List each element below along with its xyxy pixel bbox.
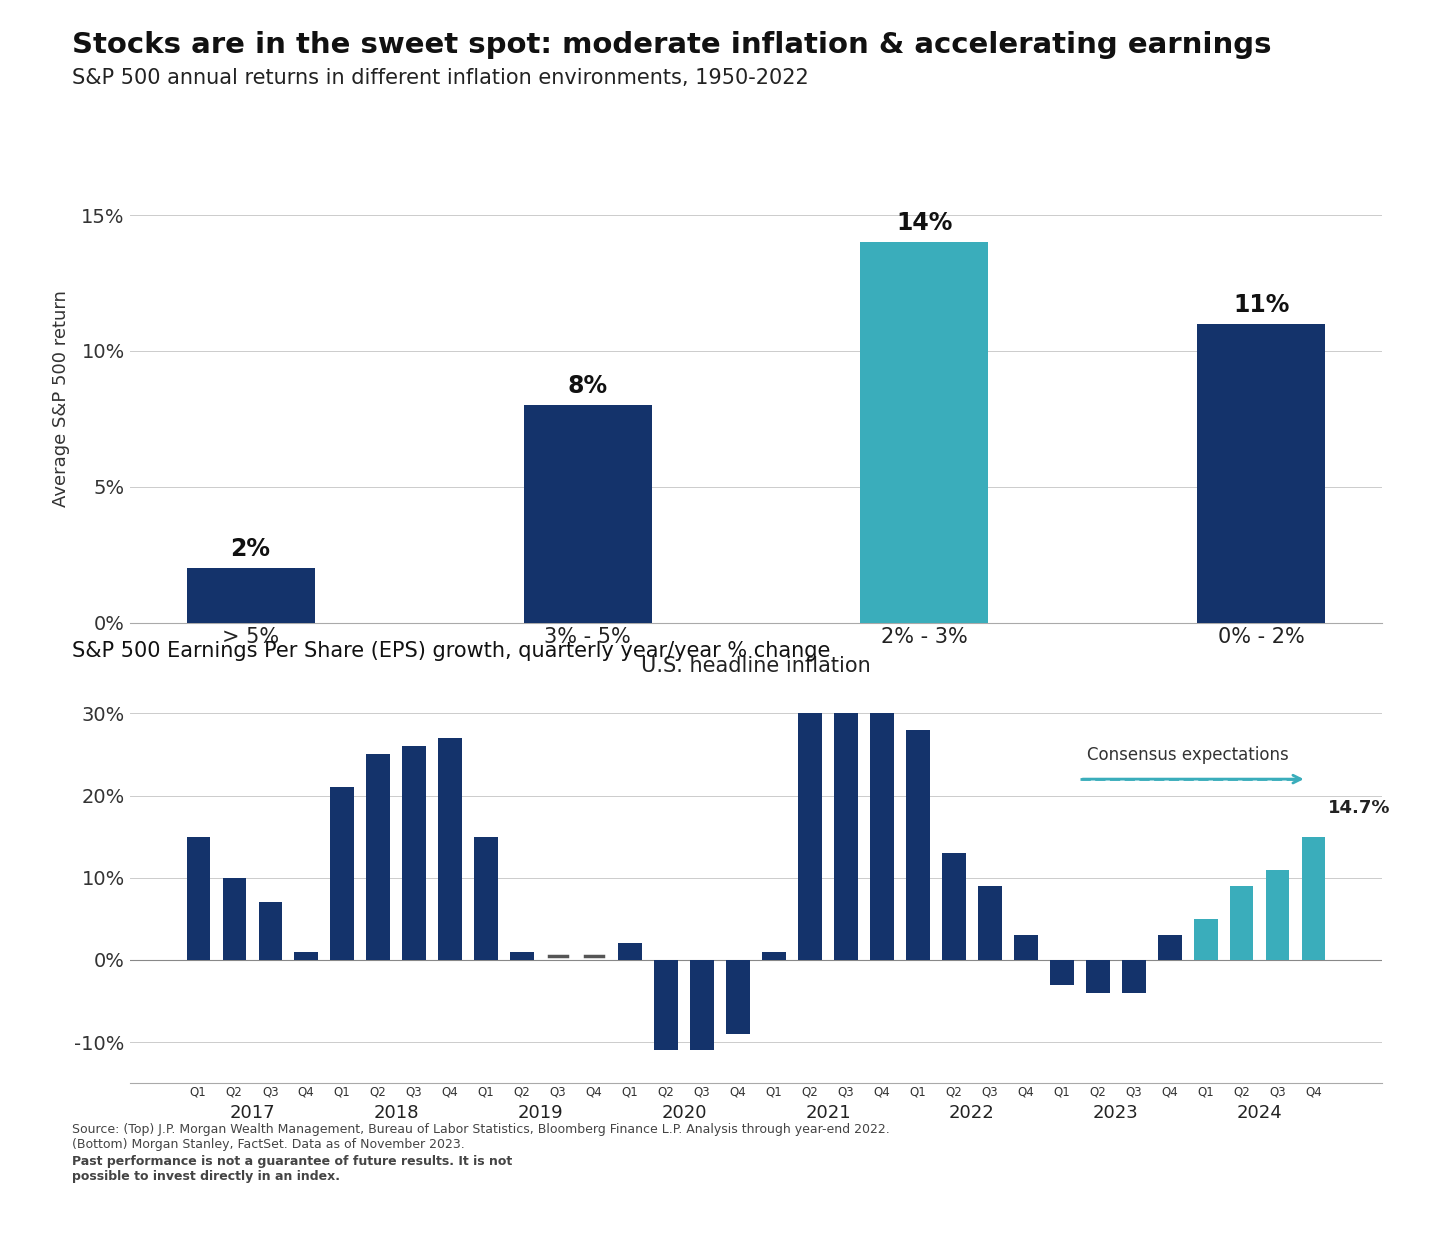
- Text: Consensus expectations: Consensus expectations: [1087, 746, 1289, 764]
- Bar: [942, 853, 966, 960]
- Y-axis label: Average S&P 500 return: Average S&P 500 return: [52, 290, 71, 507]
- Text: Source: (Top) J.P. Morgan Wealth Management, Bureau of Labor Statistics, Bloombe: Source: (Top) J.P. Morgan Wealth Managem…: [72, 1123, 890, 1150]
- Bar: [1050, 960, 1074, 985]
- Text: 2020: 2020: [661, 1103, 707, 1122]
- Text: 14%: 14%: [896, 212, 953, 235]
- Bar: [1230, 886, 1253, 960]
- Bar: [402, 746, 426, 960]
- Text: 2018: 2018: [373, 1103, 419, 1122]
- Bar: [223, 878, 246, 960]
- Text: Past performance is not a guarantee of future results. It is not
possible to inv: Past performance is not a guarantee of f…: [72, 1155, 513, 1183]
- Text: Stocks are in the sweet spot: moderate inflation & accelerating earnings: Stocks are in the sweet spot: moderate i…: [72, 31, 1272, 59]
- Bar: [654, 960, 678, 1051]
- Bar: [1302, 837, 1325, 960]
- Bar: [618, 944, 642, 960]
- Bar: [1086, 960, 1110, 992]
- Text: S&P 500 annual returns in different inflation environments, 1950-2022: S&P 500 annual returns in different infl…: [72, 68, 809, 88]
- Text: 2024: 2024: [1237, 1103, 1283, 1122]
- Bar: [187, 837, 210, 960]
- Bar: [1122, 960, 1146, 992]
- Text: S&P 500 Earnings Per Share (EPS) growth, quarterly year/year % change: S&P 500 Earnings Per Share (EPS) growth,…: [72, 641, 831, 661]
- Bar: [690, 960, 714, 1051]
- Bar: [1158, 935, 1181, 960]
- Bar: [524, 405, 651, 622]
- Text: 2022: 2022: [949, 1103, 995, 1122]
- X-axis label: U.S. headline inflation: U.S. headline inflation: [641, 656, 871, 676]
- Bar: [978, 886, 1002, 960]
- Text: 8%: 8%: [567, 375, 608, 398]
- Bar: [438, 738, 462, 960]
- Bar: [870, 713, 894, 960]
- Text: 2017: 2017: [229, 1103, 275, 1122]
- Bar: [906, 730, 930, 960]
- Bar: [798, 713, 822, 960]
- Bar: [1198, 324, 1325, 622]
- Bar: [510, 951, 534, 960]
- Bar: [187, 568, 314, 622]
- Bar: [331, 787, 354, 960]
- Text: 2%: 2%: [230, 538, 271, 561]
- Text: 2019: 2019: [517, 1103, 563, 1122]
- Text: 2023: 2023: [1093, 1103, 1139, 1122]
- Bar: [1194, 919, 1217, 960]
- Bar: [834, 713, 858, 960]
- Bar: [726, 960, 750, 1033]
- Bar: [861, 243, 988, 622]
- Bar: [366, 754, 390, 960]
- Bar: [259, 903, 282, 960]
- Bar: [1266, 869, 1289, 960]
- Text: 2021: 2021: [805, 1103, 851, 1122]
- Text: 11%: 11%: [1233, 293, 1290, 317]
- Bar: [295, 951, 318, 960]
- Bar: [474, 837, 498, 960]
- Bar: [762, 951, 786, 960]
- Bar: [1014, 935, 1038, 960]
- Text: 14.7%: 14.7%: [1328, 799, 1391, 817]
